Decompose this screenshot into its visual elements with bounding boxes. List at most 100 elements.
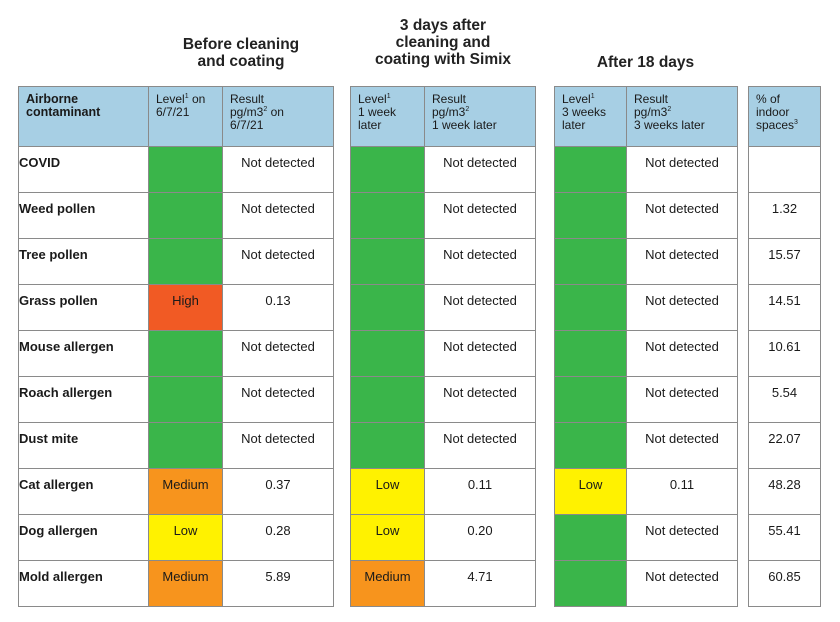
level-before-cell: Low bbox=[148, 514, 223, 561]
table-row: Not detected bbox=[554, 514, 738, 561]
percent-indoor-cell: 48.28 bbox=[748, 468, 821, 515]
result-before-cell: 0.13 bbox=[222, 284, 334, 331]
contaminant-name: Mold allergen bbox=[18, 560, 149, 607]
table-before-cleaning: Airborne contaminant Level1 on 6/7/21 Resu… bbox=[18, 86, 334, 607]
table-three-weeks-later: Level1 3 weeks later Result pg/m32 3 weeks l… bbox=[554, 86, 738, 607]
table-row: 15.57 bbox=[748, 238, 821, 285]
table-row: 60.85 bbox=[748, 560, 821, 607]
table-row: Weed pollen Not detected bbox=[18, 192, 334, 239]
table-percent-indoor: % of indoor spaces3 1.32 15.57 14.51 10.61 5.5… bbox=[748, 86, 821, 607]
result-3weeks-cell: Not detected bbox=[626, 238, 738, 285]
level-3weeks-cell bbox=[554, 422, 627, 469]
table-row: Mouse allergen Not detected bbox=[18, 330, 334, 377]
result-before-cell: Not detected bbox=[222, 146, 334, 193]
level-3weeks-cell bbox=[554, 284, 627, 331]
table-row: Not detected bbox=[554, 284, 738, 331]
result-3weeks-cell: Not detected bbox=[626, 514, 738, 561]
table-row: Not detected bbox=[350, 330, 536, 377]
level-3weeks-cell bbox=[554, 146, 627, 193]
title-three-days-after: 3 days after cleaning and coating with Sim… bbox=[374, 17, 512, 68]
title-before-cleaning: Before cleaning and coating bbox=[182, 36, 300, 70]
result-week-cell: Not detected bbox=[424, 330, 536, 377]
table-row: Roach allergen Not detected bbox=[18, 376, 334, 423]
level-before-cell bbox=[148, 376, 223, 423]
result-3weeks-cell: Not detected bbox=[626, 146, 738, 193]
table-row: 5.54 bbox=[748, 376, 821, 423]
level-before-cell bbox=[148, 238, 223, 285]
result-week-cell: 4.71 bbox=[424, 560, 536, 607]
table-row: Not detected bbox=[554, 422, 738, 469]
level-3weeks-cell bbox=[554, 330, 627, 377]
table-row: Not detected bbox=[350, 422, 536, 469]
table-row: 1.32 bbox=[748, 192, 821, 239]
header-result-3weeks: Result pg/m32 3 weeks later bbox=[626, 86, 738, 147]
table-row: Grass pollen High 0.13 bbox=[18, 284, 334, 331]
result-before-cell: Not detected bbox=[222, 422, 334, 469]
table-row: Not detected bbox=[554, 192, 738, 239]
result-3weeks-cell: Not detected bbox=[626, 422, 738, 469]
table-row: Low 0.20 bbox=[350, 514, 536, 561]
level-week-cell bbox=[350, 192, 425, 239]
table-row: Not detected bbox=[554, 560, 738, 607]
header-percent-indoor-spaces: % of indoor spaces3 bbox=[748, 86, 821, 147]
percent-indoor-cell: 55.41 bbox=[748, 514, 821, 561]
level-3weeks-cell bbox=[554, 514, 627, 561]
level-3weeks-cell bbox=[554, 238, 627, 285]
header-level-week: Level1 1 week later bbox=[350, 86, 425, 147]
percent-indoor-cell: 5.54 bbox=[748, 376, 821, 423]
table-row: Not detected bbox=[554, 146, 738, 193]
contaminant-name: Dust mite bbox=[18, 422, 149, 469]
level-3weeks-cell bbox=[554, 192, 627, 239]
result-week-cell: Not detected bbox=[424, 146, 536, 193]
result-week-cell: Not detected bbox=[424, 238, 536, 285]
result-week-cell: Not detected bbox=[424, 376, 536, 423]
result-before-cell: 5.89 bbox=[222, 560, 334, 607]
table-row: Medium 4.71 bbox=[350, 560, 536, 607]
level-before-cell: Medium bbox=[148, 560, 223, 607]
table-row: Not detected bbox=[350, 192, 536, 239]
table-row: Not detected bbox=[554, 376, 738, 423]
level-week-cell bbox=[350, 146, 425, 193]
result-week-cell: Not detected bbox=[424, 284, 536, 331]
percent-indoor-cell: 60.85 bbox=[748, 560, 821, 607]
contaminant-name: Weed pollen bbox=[18, 192, 149, 239]
header-airborne-contaminant: Airborne contaminant bbox=[18, 86, 149, 147]
table-row: Cat allergen Medium 0.37 bbox=[18, 468, 334, 515]
result-before-cell: 0.37 bbox=[222, 468, 334, 515]
result-week-cell: 0.11 bbox=[424, 468, 536, 515]
table-row: 48.28 bbox=[748, 468, 821, 515]
percent-indoor-cell bbox=[748, 146, 821, 193]
title-after-18-days: After 18 days bbox=[596, 54, 695, 71]
level-week-cell: Medium bbox=[350, 560, 425, 607]
contaminant-name: Roach allergen bbox=[18, 376, 149, 423]
result-week-cell: Not detected bbox=[424, 422, 536, 469]
table-row: 55.41 bbox=[748, 514, 821, 561]
percent-indoor-cell: 10.61 bbox=[748, 330, 821, 377]
table-row: Not detected bbox=[350, 376, 536, 423]
level-before-cell bbox=[148, 192, 223, 239]
level-before-cell: High bbox=[148, 284, 223, 331]
percent-indoor-cell: 15.57 bbox=[748, 238, 821, 285]
table-row: Tree pollen Not detected bbox=[18, 238, 334, 285]
result-week-cell: 0.20 bbox=[424, 514, 536, 561]
level-week-cell bbox=[350, 376, 425, 423]
table-row: 10.61 bbox=[748, 330, 821, 377]
level-week-cell: Low bbox=[350, 514, 425, 561]
table-row: Low 0.11 bbox=[554, 468, 738, 515]
table-row: Not detected bbox=[350, 238, 536, 285]
level-before-cell bbox=[148, 422, 223, 469]
level-3weeks-cell bbox=[554, 560, 627, 607]
contaminant-name: Dog allergen bbox=[18, 514, 149, 561]
result-3weeks-cell: Not detected bbox=[626, 376, 738, 423]
table-row: Not detected bbox=[350, 146, 536, 193]
level-week-cell bbox=[350, 422, 425, 469]
header-result-before: Result pg/m32 on 6/7/21 bbox=[222, 86, 334, 147]
table-one-week-later: Level1 1 week later Result pg/m32 1 week lat… bbox=[350, 86, 536, 607]
level-week-cell bbox=[350, 284, 425, 331]
table-row: Not detected bbox=[554, 330, 738, 377]
contaminant-name: Cat allergen bbox=[18, 468, 149, 515]
level-week-cell: Low bbox=[350, 468, 425, 515]
table-row bbox=[748, 146, 821, 193]
result-before-cell: 0.28 bbox=[222, 514, 334, 561]
level-before-cell bbox=[148, 146, 223, 193]
